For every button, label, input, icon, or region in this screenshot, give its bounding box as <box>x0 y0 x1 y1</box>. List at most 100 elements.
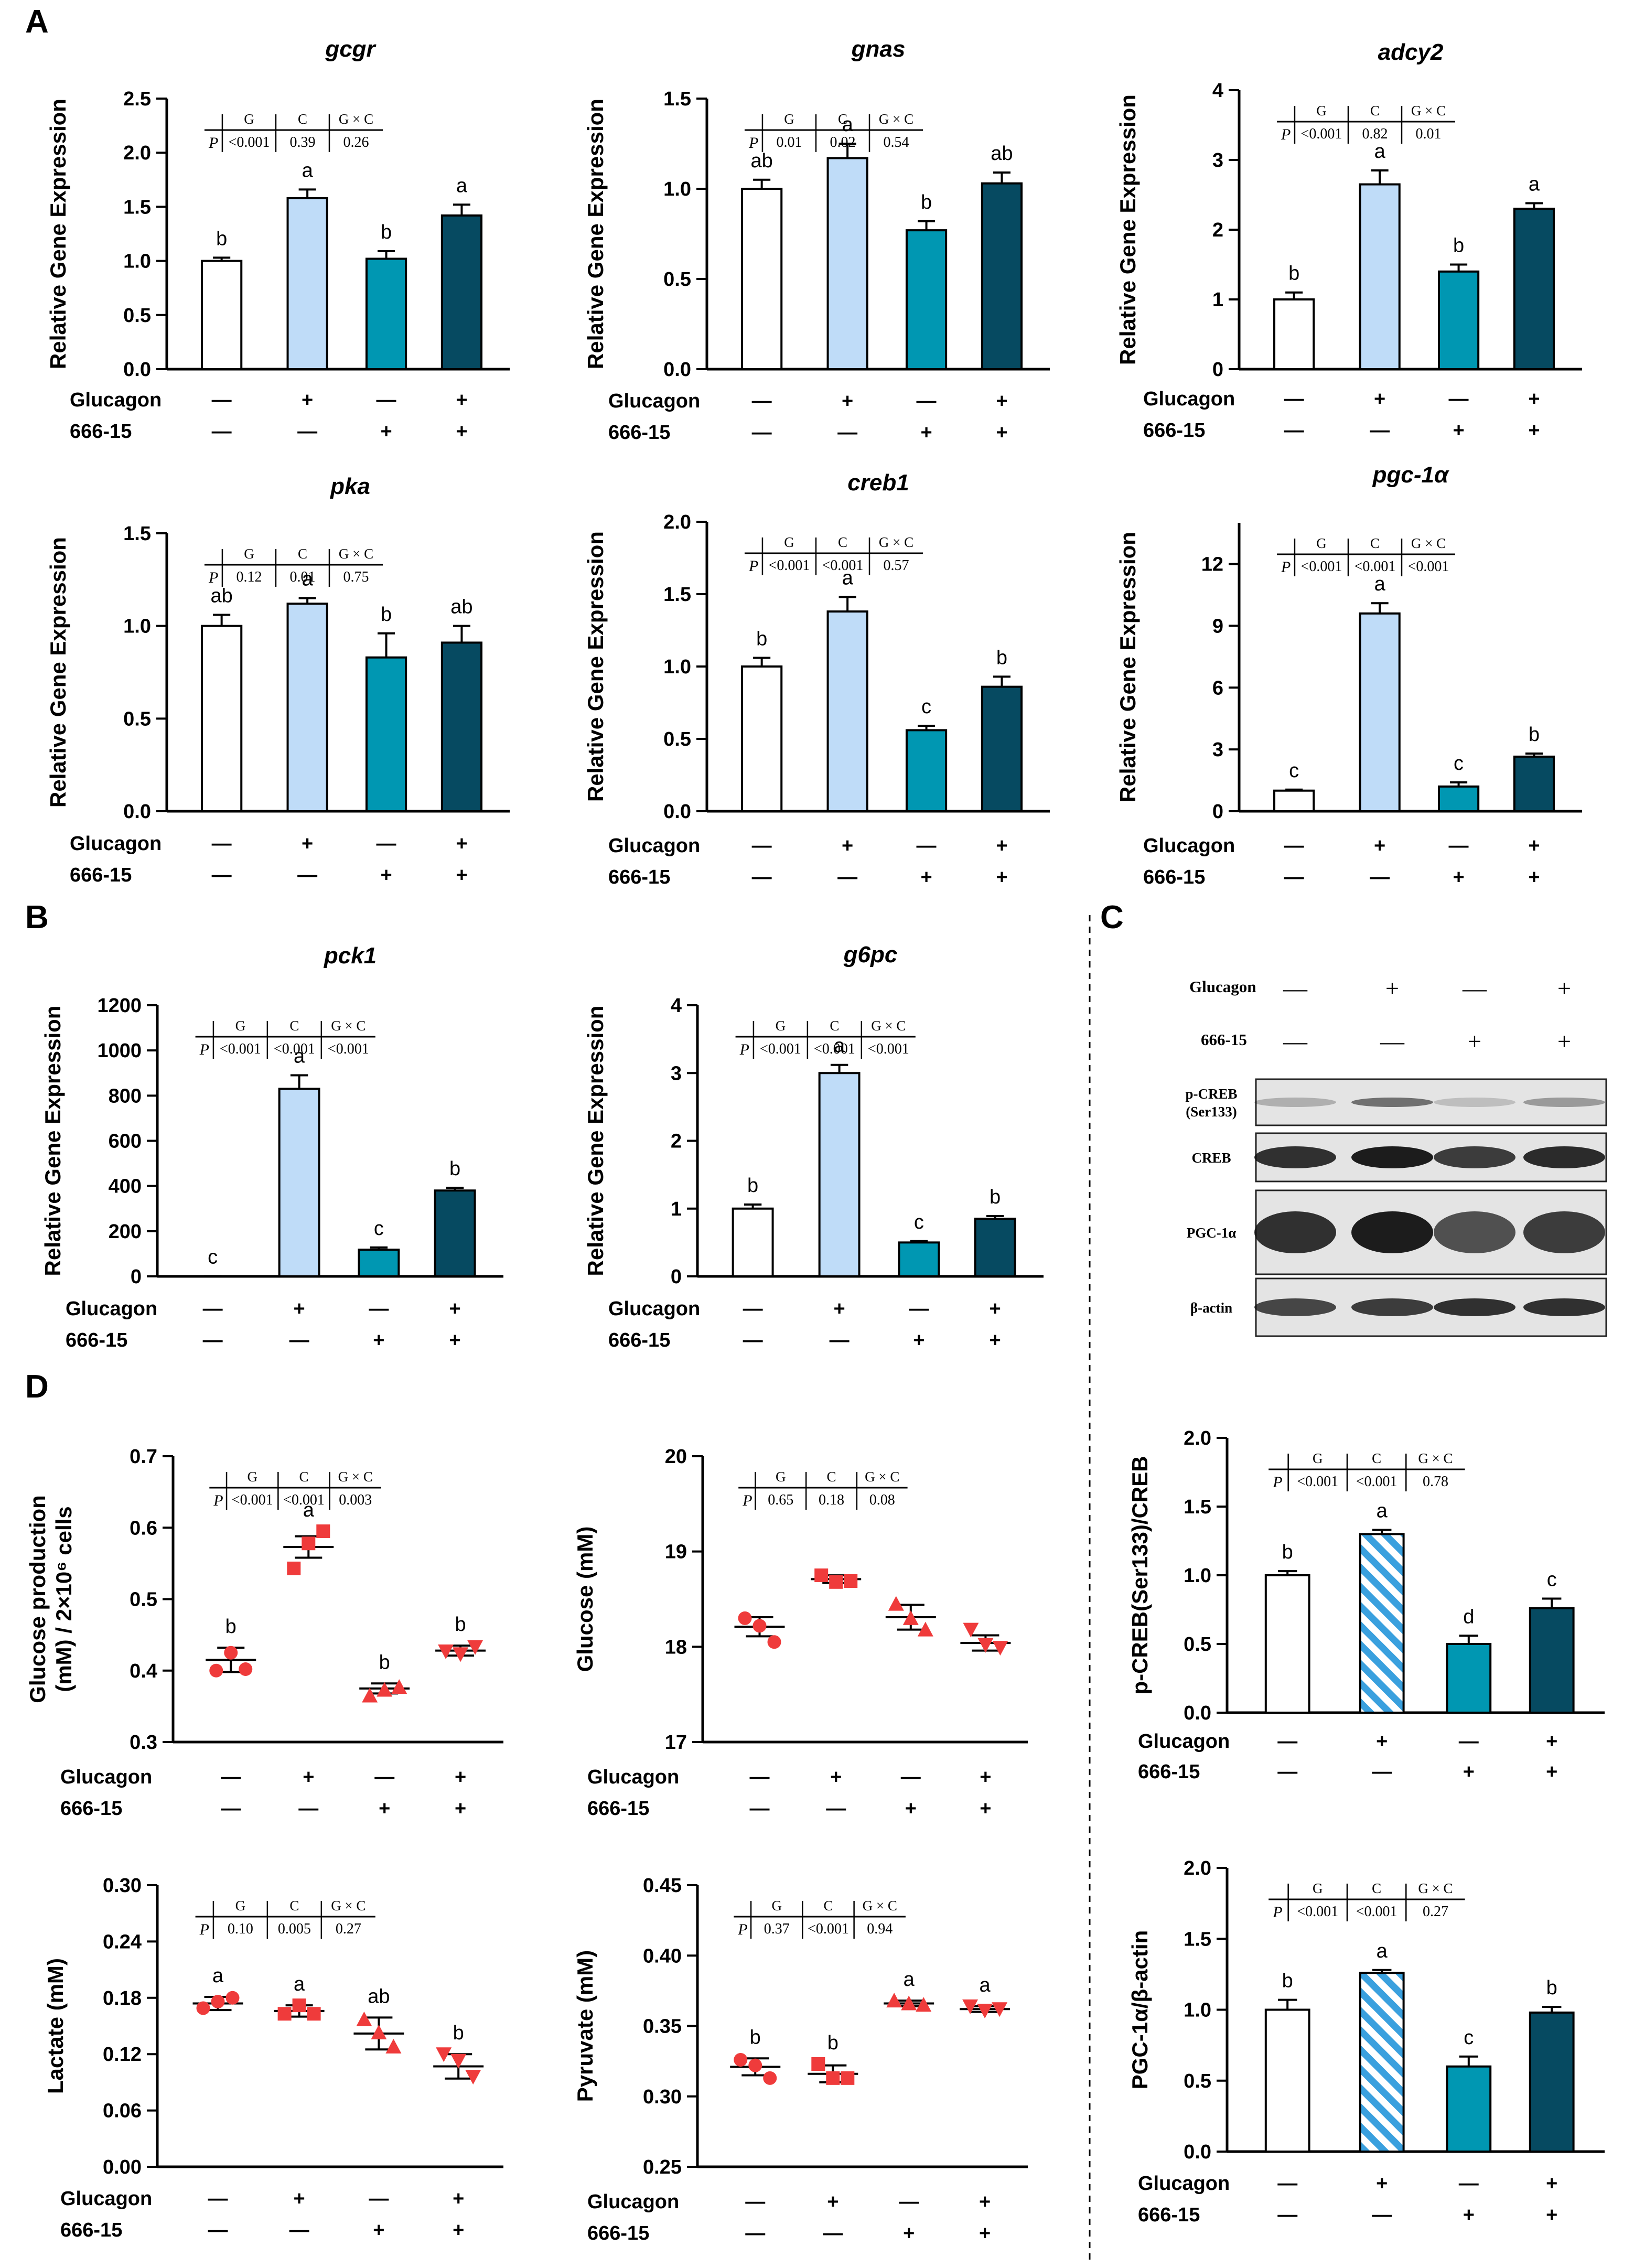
y-tick-label: 0.24 <box>103 1931 142 1953</box>
stat-p-label: P <box>213 1492 223 1509</box>
chart-lactate: 0.00 0.06 0.12 0.18 0.24 0.30 Lactate (mM) G C G … <box>43 1875 503 2241</box>
y-tick-label: 0.30 <box>103 1875 142 1897</box>
significance-letter: a <box>1374 573 1386 595</box>
condition-symbol: — <box>203 1329 223 1351</box>
y-tick-label: 1000 <box>97 1040 142 1062</box>
stat-p-value: 0.39 <box>289 134 315 151</box>
stat-header: G <box>247 1469 257 1485</box>
chart-title: pka <box>330 474 370 499</box>
y-axis-label: Relative Gene Expression <box>46 537 70 808</box>
factor-label: Glucagon <box>60 2188 152 2210</box>
significance-letter: a <box>1377 1940 1388 1962</box>
significance-letter: b <box>225 1616 236 1638</box>
stat-p-value: 0.01 <box>1416 126 1442 142</box>
bar <box>286 603 328 813</box>
stat-header: G <box>1316 535 1327 551</box>
y-tick-label: 1 <box>1212 289 1223 311</box>
stat-p-label: P <box>199 1041 209 1058</box>
significance-letter: b <box>1453 235 1464 257</box>
factor-label: Glucagon <box>1138 1730 1230 1753</box>
stat-p-label: P <box>742 1492 752 1509</box>
condition-symbol: + <box>456 421 467 443</box>
y-tick-label: 0 <box>131 1266 142 1288</box>
bar <box>440 214 483 370</box>
significance-letter: b <box>455 1614 466 1636</box>
condition-symbol: + <box>1376 2173 1388 2195</box>
y-tick-label: 0.0 <box>1184 1702 1211 1724</box>
stat-p-value: <0.001 <box>274 1041 315 1057</box>
y-tick-label: 17 <box>665 1732 687 1754</box>
condition-symbol: + <box>455 1766 466 1788</box>
condition-symbol: — <box>899 2191 919 2213</box>
chart-pck1: pck1 0 200 400 600 800 1000 1200 Relative Gene E… <box>40 943 503 1351</box>
stat-p-value: 0.10 <box>228 1921 253 1937</box>
condition-symbol: + <box>920 422 932 444</box>
stat-p-value: <0.001 <box>1356 1904 1398 1920</box>
y-tick-label: 1.5 <box>663 88 691 110</box>
stat-p-value: 0.82 <box>1362 126 1388 142</box>
stat-p-value: <0.001 <box>1297 1474 1338 1490</box>
condition-symbol: — <box>1284 420 1304 442</box>
blot-band <box>1351 1146 1433 1168</box>
bar <box>905 229 948 370</box>
bar <box>1264 2008 1310 2153</box>
stat-header: G <box>1313 1880 1323 1896</box>
panel-letter: D <box>25 1369 49 1405</box>
factor-label: Glucagon <box>60 1766 152 1788</box>
factor-label: 666-15 <box>1143 866 1205 888</box>
y-axis-label: PGC-1α/β-actin <box>1127 1930 1152 2090</box>
y-tick-label: 4 <box>1212 80 1223 102</box>
bar <box>1513 208 1555 370</box>
stat-p-label: P <box>1272 1474 1282 1491</box>
y-tick-label: 2 <box>671 1131 682 1153</box>
significance-letter: c <box>1454 753 1464 775</box>
stat-header: C <box>838 111 847 127</box>
y-axis-label: Lactate (mM) <box>43 1958 68 2094</box>
stat-header: G × C <box>331 1018 366 1034</box>
condition-symbol: — <box>377 833 396 855</box>
significance-letter: c <box>374 1218 384 1240</box>
bar <box>1529 2011 1575 2153</box>
stat-header: G <box>244 546 254 562</box>
y-tick-label: 0.5 <box>1184 1633 1211 1656</box>
significance-letter: a <box>834 1035 845 1057</box>
condition-symbol: — <box>1459 2173 1479 2195</box>
stat-p-label: P <box>208 134 218 152</box>
stat-header: C <box>1370 535 1380 551</box>
condition-symbol: — <box>743 1298 763 1320</box>
condition-symbol: + <box>302 833 313 855</box>
stat-p-value: <0.001 <box>769 557 810 574</box>
data-point <box>316 1524 330 1539</box>
y-axis-label: Relative Gene Expression <box>1115 94 1140 365</box>
condition-symbol: + <box>833 1298 845 1320</box>
condition-symbol: + <box>373 1329 384 1351</box>
significance-letter: b <box>381 221 392 243</box>
significance-letter: a <box>1374 141 1386 163</box>
y-axis-label: Relative Gene Expression <box>583 531 608 802</box>
y-axis-label: Pyruvate (mM) <box>573 1950 597 2102</box>
wb-row-label: 666-15 <box>1201 1030 1247 1049</box>
stat-header: G × C <box>1411 103 1446 119</box>
condition-symbol: + <box>1453 420 1464 442</box>
wb-condition-symbol: + <box>1557 1028 1571 1055</box>
y-tick-label: 12 <box>1201 554 1223 576</box>
y-axis-label: Glucose (mM) <box>573 1527 597 1672</box>
condition-symbol: + <box>1546 1730 1557 1753</box>
data-point <box>888 1596 904 1611</box>
significance-letter: a <box>904 1969 915 1991</box>
stat-p-value: <0.001 <box>220 1041 261 1057</box>
stat-p-value: 0.005 <box>278 1921 311 1937</box>
stat-p-value: 0.75 <box>343 569 369 585</box>
condition-symbol: + <box>380 421 392 443</box>
bar <box>981 685 1023 813</box>
y-tick-label: 0.45 <box>643 1875 682 1897</box>
condition-symbol: + <box>830 1766 842 1788</box>
chart-pgc1a: pgc-1α 0 3 6 9 12 Relative Gene Expression G C G … <box>1115 462 1582 888</box>
condition-symbol: + <box>449 1298 460 1320</box>
y-axis-label: Relative Gene Expression <box>1115 532 1140 802</box>
factor-label: Glucagon <box>608 1298 700 1320</box>
condition-symbol: — <box>369 2188 389 2210</box>
panel-letter: C <box>1100 899 1124 936</box>
blot-band <box>1254 1098 1336 1107</box>
bar <box>1437 270 1480 370</box>
